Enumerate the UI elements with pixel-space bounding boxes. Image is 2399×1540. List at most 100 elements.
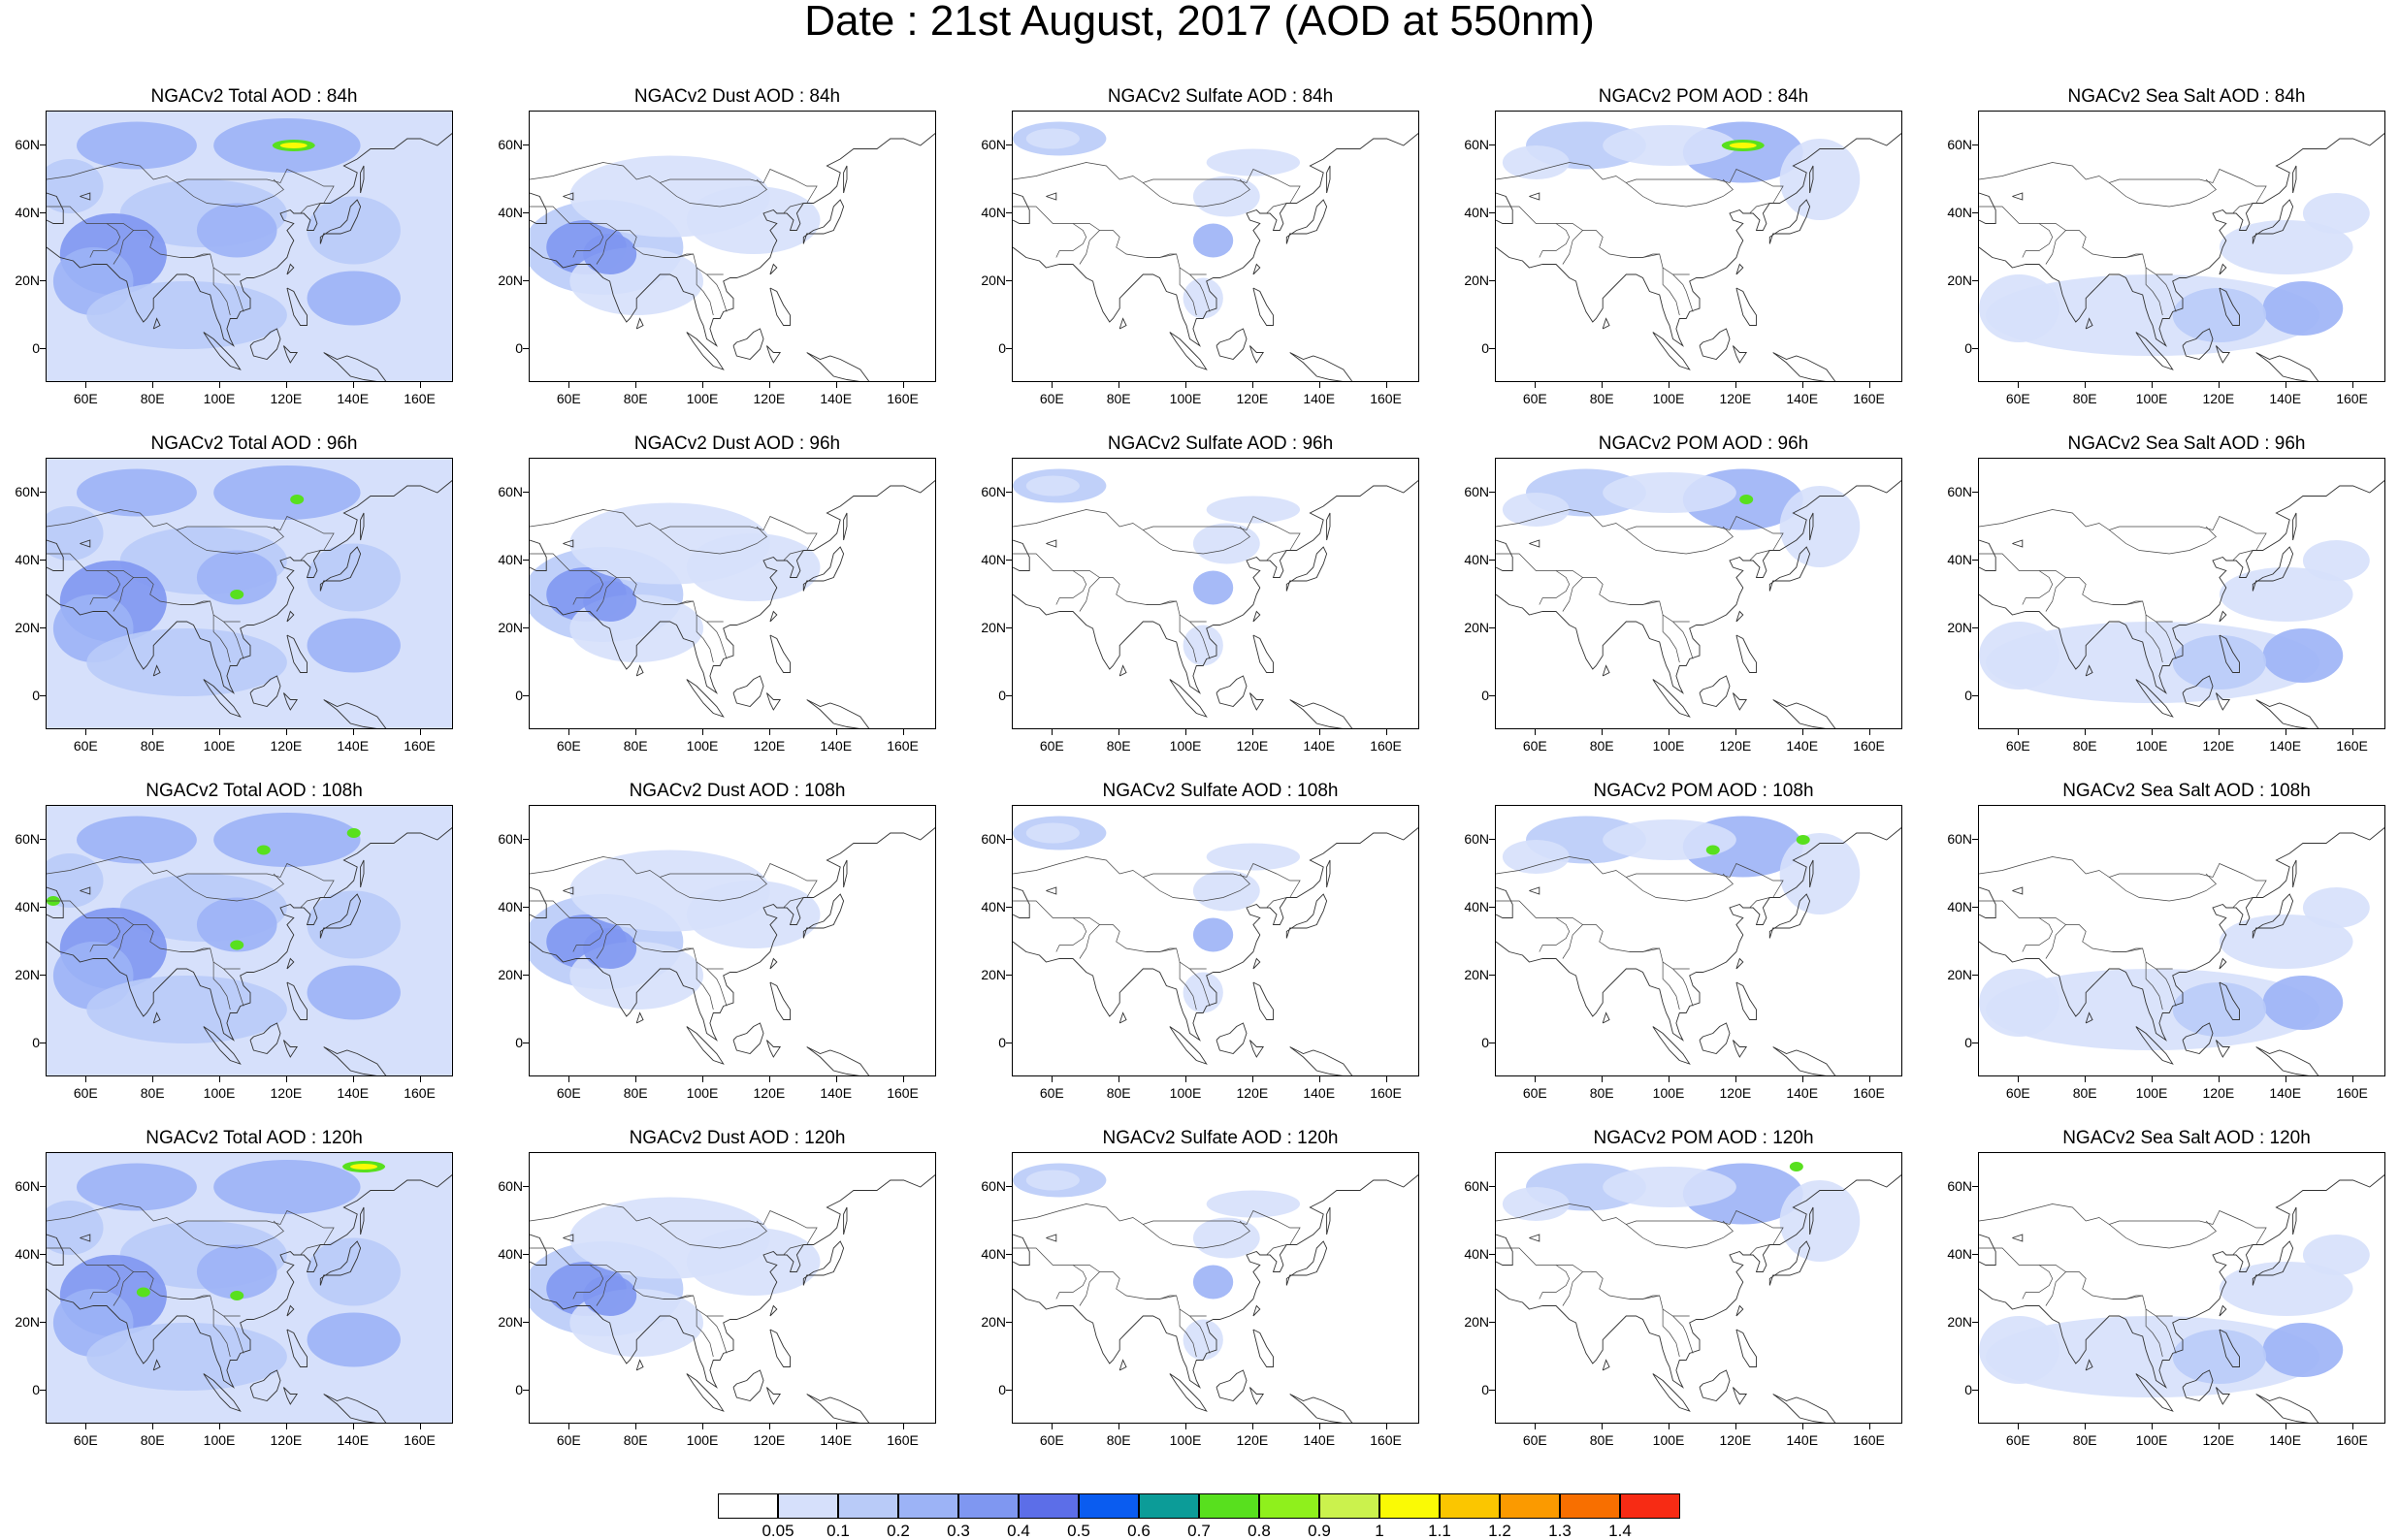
lat-tick-label: 0: [32, 340, 40, 356]
lon-tick: [1185, 1424, 1187, 1429]
lat-tick: [523, 1322, 529, 1323]
aod-region: [307, 1237, 401, 1306]
coastline: [360, 859, 365, 888]
coastline: [2215, 1387, 2231, 1405]
country-border: [2156, 621, 2177, 659]
coastline: [769, 957, 778, 970]
lon-tick: [1669, 729, 1670, 735]
map-plot-area: [1978, 111, 2385, 382]
aod-hotspot: [256, 845, 271, 855]
aod-region: [1779, 1180, 1861, 1262]
lon-tick: [352, 1424, 354, 1429]
lon-tick-label: 120E: [1236, 738, 1269, 754]
coastline: [2219, 610, 2227, 623]
coastline: [47, 1174, 452, 1389]
lon-tick-label: 100E: [203, 738, 236, 754]
lon-tick: [1185, 729, 1187, 735]
lon-tick-label: 120E: [753, 738, 786, 754]
coastline: [1118, 1011, 1127, 1024]
panel-title: NGACv2 POM AOD : 108h: [1593, 781, 1814, 801]
aod-region: [1192, 176, 1260, 217]
coastline: [249, 1022, 281, 1054]
coastline: [769, 263, 778, 275]
aod-region: [2219, 567, 2353, 622]
map-plot-area: [46, 1152, 453, 1424]
lon-tick-label: 80E: [1589, 1432, 1614, 1448]
lon-tick: [152, 382, 154, 388]
map-panel: NGACv2 Dust AOD : 84h 60N 40N 20N 0 60E 80E 100…: [498, 87, 983, 422]
lon-tick-label: 100E: [1652, 738, 1685, 754]
aod-region: [2262, 976, 2344, 1030]
country-border: [1672, 968, 1694, 1007]
colorbar-swatch: [1019, 1493, 1079, 1519]
coastline: [1602, 664, 1610, 677]
map-panel: NGACv2 POM AOD : 84h 60N 40N 20N 0 60E 80E 100E…: [1464, 87, 1949, 422]
aod-hotspot: [230, 1291, 244, 1300]
lat-tick-label: 40N: [498, 552, 523, 567]
country-border: [572, 917, 604, 952]
lon-tick: [1801, 1076, 1803, 1082]
country-border: [1146, 253, 1177, 258]
aod-region: [686, 186, 821, 254]
country-border: [572, 223, 604, 258]
country-border: [1672, 273, 1694, 312]
lon-tick-label: 160E: [1370, 1432, 1402, 1448]
aod-region: [196, 1244, 277, 1299]
coastline: [323, 352, 387, 381]
country-border: [1979, 1247, 2067, 1306]
lon-tick: [2152, 1424, 2154, 1429]
lon-tick: [1052, 1076, 1054, 1082]
lon-tick-label: 160E: [887, 1085, 919, 1101]
country-border: [660, 526, 767, 555]
lon-tick: [2018, 1076, 2020, 1082]
lon-tick: [1669, 1076, 1670, 1082]
country-border: [1266, 897, 1287, 909]
lat-tick-label: 0: [1964, 688, 1972, 703]
lat-tick-label: 40N: [981, 552, 1006, 567]
lon-tick: [2218, 729, 2220, 735]
lon-tick: [768, 1076, 770, 1082]
lon-tick-label: 80E: [1106, 738, 1131, 754]
coastline: [1496, 539, 1513, 571]
panel-title: NGACv2 Total AOD : 84h: [150, 86, 358, 107]
lon-tick: [85, 729, 87, 735]
lon-tick: [1318, 729, 1320, 735]
country-border: [1055, 1265, 1087, 1299]
coastline: [323, 699, 387, 728]
lon-tick: [1734, 382, 1736, 388]
colorbar-swatch: [1560, 1493, 1620, 1519]
lon-tick-label: 160E: [404, 1085, 436, 1101]
map-panel: NGACv2 Total AOD : 108h 60N 40N 20N 0 60E 80E 1…: [15, 782, 500, 1116]
country-border: [696, 615, 714, 663]
lat-tick-label: 60N: [1464, 137, 1489, 152]
lon-tick: [1734, 729, 1736, 735]
coastline: [769, 1329, 791, 1367]
coastline: [686, 1373, 725, 1412]
lon-tick-label: 120E: [270, 1432, 303, 1448]
lon-tick: [2085, 1424, 2087, 1429]
lon-tick: [1118, 382, 1120, 388]
panel-title: NGACv2 Sea Salt AOD : 108h: [2062, 781, 2311, 801]
colorbar-label: 0.5: [1067, 1522, 1090, 1540]
coastline: [635, 1011, 644, 1024]
aod-region: [307, 196, 401, 265]
aod-region: [307, 890, 401, 959]
aod-field: [1979, 806, 2384, 1075]
aod-region: [196, 203, 277, 258]
coastline: [1529, 886, 1540, 895]
country-border: [696, 268, 714, 316]
lat-tick-label: 60N: [981, 831, 1006, 847]
lon-tick-label: 100E: [1169, 738, 1202, 754]
lat-tick: [1006, 695, 1012, 696]
coastline: [2292, 512, 2297, 541]
lon-tick-label: 80E: [140, 391, 165, 406]
coastline: [1979, 886, 1996, 918]
lat-tick-label: 0: [515, 1382, 523, 1397]
lat-tick: [523, 280, 529, 281]
lon-tick: [1251, 729, 1253, 735]
coastline: [2219, 287, 2240, 326]
coastline: [1326, 859, 1331, 888]
coastline: [1326, 1206, 1331, 1235]
lon-tick-label: 140E: [1786, 391, 1819, 406]
lon-tick-label: 160E: [1853, 1085, 1885, 1101]
